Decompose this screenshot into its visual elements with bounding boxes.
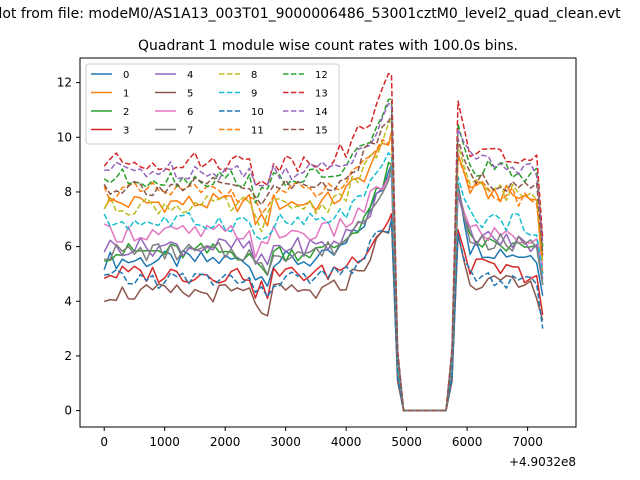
legend-label-15: 15 xyxy=(315,126,328,137)
x-tick-label: 7000 xyxy=(512,435,543,449)
y-tick-label: 4 xyxy=(64,294,72,308)
x-tick-label: 2000 xyxy=(210,435,241,449)
suptitle-text: Plot from file: modeM0/AS1A13_003T01_900… xyxy=(0,6,621,22)
legend-box xyxy=(85,63,340,145)
y-axis: 0 2 4 6 8 10 12 xyxy=(57,76,80,418)
x-tick-label: 6000 xyxy=(452,435,483,449)
series-line-15 xyxy=(103,114,544,412)
series-line-6 xyxy=(103,169,544,412)
x-tick-label: 4000 xyxy=(331,435,362,449)
series-line-7 xyxy=(104,163,544,412)
legend-label-12: 12 xyxy=(315,70,328,81)
series-line-4 xyxy=(103,174,544,412)
legend-label-0: 0 xyxy=(123,70,129,81)
plot-lines xyxy=(103,72,544,412)
legend-label-4: 4 xyxy=(187,70,193,81)
legend-label-5: 5 xyxy=(187,89,193,100)
series-line-11 xyxy=(103,133,544,412)
legend-label-10: 10 xyxy=(251,107,264,118)
x-offset-label: +4.9032e8 xyxy=(509,455,576,469)
series-line-9 xyxy=(103,152,544,412)
legend-label-14: 14 xyxy=(315,107,328,118)
series-line-3 xyxy=(103,213,544,412)
legend-label-9: 9 xyxy=(251,89,257,100)
series-line-1 xyxy=(103,131,544,412)
x-tick-label: 1000 xyxy=(149,435,180,449)
legend-label-1: 1 xyxy=(123,89,129,100)
legend-label-13: 13 xyxy=(315,89,328,100)
x-axis: 0 1000 2000 3000 4000 5000 6000 7000 xyxy=(100,427,543,449)
chart-title: Quadrant 1 module wise count rates with … xyxy=(138,38,518,54)
x-tick-label: 3000 xyxy=(270,435,301,449)
y-tick-label: 0 xyxy=(64,404,72,418)
legend-label-3: 3 xyxy=(123,126,129,137)
legend-label-7: 7 xyxy=(187,126,193,137)
series-line-13 xyxy=(103,72,544,412)
y-tick-label: 2 xyxy=(64,349,72,363)
series-line-14 xyxy=(104,102,544,412)
legend-label-6: 6 xyxy=(187,107,193,118)
y-tick-label: 10 xyxy=(57,130,72,144)
legend-label-8: 8 xyxy=(251,70,257,81)
legend-label-11: 11 xyxy=(251,126,264,137)
series-line-12 xyxy=(103,98,544,412)
plot-frame xyxy=(79,57,577,428)
series-line-8 xyxy=(103,120,544,412)
legend-label-2: 2 xyxy=(123,107,129,118)
x-tick-label: 0 xyxy=(100,435,108,449)
series-line-10 xyxy=(104,218,544,412)
y-tick-label: 8 xyxy=(64,185,72,199)
y-tick-label: 12 xyxy=(57,76,72,90)
x-tick-label: 5000 xyxy=(391,435,422,449)
y-tick-label: 6 xyxy=(64,240,72,254)
series-line-5 xyxy=(103,218,544,412)
